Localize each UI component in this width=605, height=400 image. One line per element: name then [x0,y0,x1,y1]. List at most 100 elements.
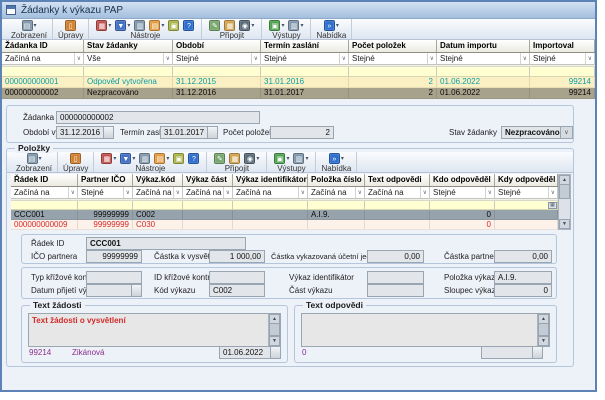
filter-dropdown[interactable]: Stejné∨ [173,53,261,64]
column-header[interactable]: Počet položek [349,40,437,52]
radek-id-field[interactable]: CCC001 [86,237,246,250]
filter-button[interactable]: ▼▾ [115,20,130,31]
text-zadosti-textarea[interactable]: Text žádosti o vysvětlení ▲ ▼ [28,313,281,347]
archive-button[interactable]: ▤▾ [154,153,169,164]
polozka-vykazu-field[interactable]: A.I.9. [494,271,552,284]
row-editor-button[interactable]: ▦ [548,202,557,209]
text-odpovedi-textarea[interactable]: ▲ ▼ [301,313,550,347]
column-header[interactable]: Text odpovědi [365,174,430,186]
view-settings-button[interactable]: ▤▾ [22,20,37,31]
date-picker-button[interactable] [271,346,281,359]
filter-button[interactable]: ▼▾ [120,153,135,164]
column-header[interactable]: Datum importu [437,40,530,52]
filter-dropdown[interactable]: Začíná na∨ [11,187,78,198]
filter-dropdown[interactable]: Stejné∨ [78,187,133,198]
textarea-scrollbar[interactable]: ▲ ▼ [268,314,280,346]
filter-dropdown[interactable]: Stejné∨ [437,53,530,64]
request-date-field[interactable]: 01.06.2022 [219,346,281,359]
scroll-up-icon[interactable]: ▲ [559,175,570,185]
column-header[interactable]: Partner IČO [78,174,133,186]
cast-vykazu-field[interactable] [367,284,424,297]
datum-prijeti-field[interactable] [86,284,142,297]
castka-k-vysvetleni-field[interactable]: 1 000,00 [209,250,265,263]
column-header[interactable]: Řádek ID [11,174,78,186]
help-button[interactable]: ? [183,20,194,31]
export-button[interactable]: ▣▾ [274,153,289,164]
scroll-thumb[interactable] [538,324,549,336]
column-header[interactable]: Období [173,40,261,52]
termin-zaslani-field[interactable]: 31.01.2017 [160,126,218,139]
note-button[interactable]: ✎ [209,20,220,31]
date-picker-button[interactable] [132,284,142,297]
note-button[interactable]: ✎ [214,153,225,164]
items-grid-scrollbar[interactable]: ▲ ▼ [558,174,571,230]
column-header[interactable]: Výkaz.kód [133,174,183,186]
column-header[interactable]: Výkaz identifikátor [233,174,308,186]
filter-dropdown[interactable]: Začíná na∨ [233,187,308,198]
castka-vykazovana-field[interactable]: 0,00 [367,250,424,263]
textarea-scrollbar[interactable]: ▲ ▼ [537,314,549,346]
filter-dropdown[interactable]: Stejné∨ [495,187,558,198]
archive-button[interactable]: ▤▾ [149,20,164,31]
delete-button[interactable]: ▯ [65,20,76,31]
kod-vykazu-field[interactable]: C002 [209,284,265,297]
sloupec-vykazu-field[interactable]: 0 [494,284,552,297]
castka-partnera-field[interactable]: 0,00 [494,250,552,263]
print-button[interactable]: ▥▾ [288,20,303,31]
pocet-polozek-field[interactable]: 2 [270,126,334,139]
column-header[interactable]: Kdy odpověděl [495,174,558,186]
table-row[interactable]: 000000000002Nezpracováno31.12.201631.01.… [2,88,595,99]
copy-button[interactable]: ▥ [139,153,150,164]
menu-button[interactable]: »▾ [329,153,344,164]
table-button[interactable]: ▦ [229,153,240,164]
column-header[interactable]: Kdo odpověděl [430,174,495,186]
snapshot-button[interactable]: ◉▾ [239,20,254,31]
typ-krizove-kontroly-field[interactable] [86,271,142,284]
column-header[interactable]: Termín zaslání [261,40,349,52]
new-row[interactable]: ▦ [11,201,558,210]
zadanka-id-field[interactable]: 000000000002 [56,111,260,124]
filter-dropdown[interactable]: Stejné∨ [349,53,437,64]
column-header[interactable]: Výkaz část [183,174,233,186]
export-button[interactable]: ▣▾ [269,20,284,31]
filter-dropdown[interactable]: Začíná na∨ [365,187,430,198]
filter-dropdown[interactable]: Stejné∨ [261,53,349,64]
filter-dropdown[interactable]: Začíná na∨ [2,53,84,64]
format-button[interactable]: ▦▾ [101,153,116,164]
ico-partnera-field[interactable]: 99999999 [86,250,142,263]
filter-dropdown[interactable]: Vše∨ [84,53,173,64]
view-settings-button[interactable]: ▤▾ [27,153,42,164]
table-row[interactable]: 000000000001Odpověď vytvořena31.12.20153… [2,77,595,88]
image-button[interactable]: ▣ [173,153,184,164]
date-picker-button[interactable] [104,126,114,139]
scroll-up-icon[interactable]: ▲ [538,314,549,324]
help-button[interactable]: ? [188,153,199,164]
format-button[interactable]: ▦▾ [96,20,111,31]
date-picker-button[interactable] [533,346,543,359]
filter-dropdown[interactable]: Začíná na∨ [308,187,365,198]
scroll-thumb[interactable] [559,185,570,199]
filter-dropdown[interactable]: Stejné∨ [530,53,595,64]
scroll-down-icon[interactable]: ▼ [559,219,570,229]
scroll-down-icon[interactable]: ▼ [538,336,549,346]
scroll-down-icon[interactable]: ▼ [269,336,280,346]
table-button[interactable]: ▦ [224,20,235,31]
obdobi-vykazu-field[interactable]: 31.12.2016 [56,126,114,139]
table-row[interactable]: CCC00199999999C002A.I.9.0 [11,210,558,220]
delete-button[interactable]: ▯ [70,153,81,164]
date-picker-button[interactable] [208,126,218,139]
column-header[interactable]: Importoval [530,40,595,52]
scroll-thumb[interactable] [269,324,280,336]
column-header[interactable]: Položka číslo [308,174,365,186]
new-row[interactable] [2,67,595,77]
copy-button[interactable]: ▥ [134,20,145,31]
filter-dropdown[interactable]: Začíná na∨ [133,187,183,198]
menu-button[interactable]: »▾ [324,20,339,31]
print-button[interactable]: ▥▾ [293,153,308,164]
table-row[interactable]: 00000000000999999999C0300 [11,220,558,230]
image-button[interactable]: ▣ [168,20,179,31]
column-header[interactable]: Stav žádanky [84,40,173,52]
scroll-up-icon[interactable]: ▲ [269,314,280,324]
filter-dropdown[interactable]: Začíná na∨ [183,187,233,198]
response-date-field[interactable] [481,346,543,359]
